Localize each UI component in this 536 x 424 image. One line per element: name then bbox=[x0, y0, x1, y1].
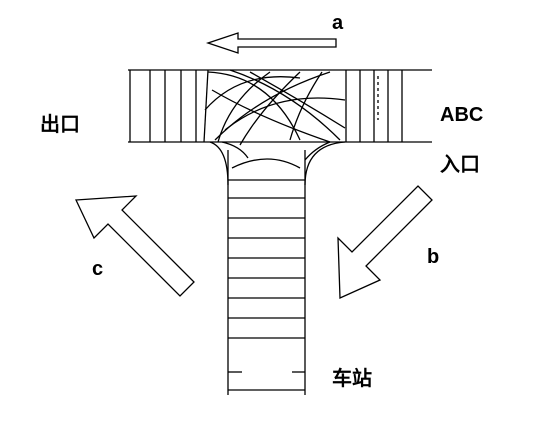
horizontal-corridor bbox=[128, 69, 432, 143]
entrance-label: 入口 bbox=[440, 152, 480, 176]
arrow-c-label: c bbox=[92, 258, 104, 280]
arrow-a-label: a bbox=[332, 12, 344, 34]
arrow-b bbox=[337, 185, 433, 299]
vertical-corridor bbox=[209, 141, 346, 395]
arrow-c bbox=[75, 195, 195, 297]
arrow-a bbox=[205, 32, 337, 54]
abc-label: ABC bbox=[440, 104, 484, 126]
exit-label: 出口 bbox=[40, 112, 80, 136]
station-label: 车站 bbox=[332, 366, 372, 390]
junction-crossings bbox=[204, 69, 346, 146]
arrow-b-label: b bbox=[427, 246, 440, 268]
